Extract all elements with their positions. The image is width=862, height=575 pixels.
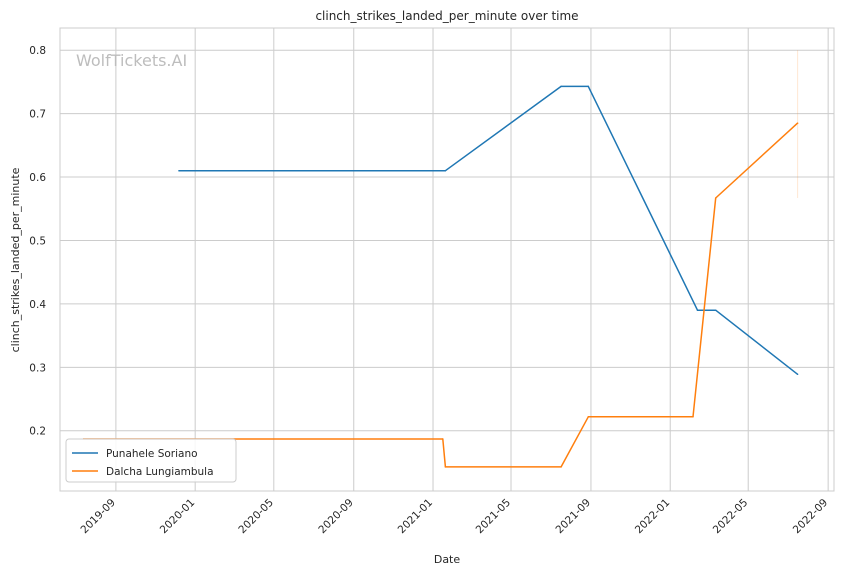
data-point xyxy=(714,309,717,311)
y-tick-label: 0.5 xyxy=(29,235,46,247)
plot-frame xyxy=(59,27,835,492)
y-tick-label: 0.7 xyxy=(29,109,46,121)
data-point xyxy=(178,169,180,172)
watermark-text: WolfTickets.AI xyxy=(76,51,187,70)
y-axis-label: clinch_strikes_landed_per_minute xyxy=(9,167,22,352)
data-point xyxy=(560,466,562,468)
y-tick-label: 0.6 xyxy=(29,172,46,184)
series-line-1 xyxy=(83,122,799,468)
legend-label-dalcha: Dalcha Lungiambula xyxy=(106,466,214,478)
y-tick-label: 0.4 xyxy=(29,299,46,311)
data-point xyxy=(444,169,447,172)
series-layer xyxy=(82,50,799,468)
y-tick-label: 0.2 xyxy=(29,426,46,438)
legend: Punahele Soriano Dalcha Lungiambula xyxy=(65,438,237,483)
legend-label-punahele: Punahele Soriano xyxy=(106,448,198,460)
data-point xyxy=(442,438,444,440)
data-point xyxy=(587,85,590,88)
data-point xyxy=(696,309,699,311)
data-point xyxy=(714,197,717,199)
y-axis-ticks: 0.2 0.3 0.4 0.5 0.6 0.7 0.8 xyxy=(29,45,46,438)
data-point xyxy=(692,416,694,418)
legend-box xyxy=(65,438,237,483)
y-tick-label: 0.3 xyxy=(29,362,46,374)
data-point xyxy=(796,373,799,376)
y-tick-label: 0.8 xyxy=(29,45,46,57)
data-point xyxy=(560,85,562,88)
chart-title: clinch_strikes_landed_per_minute over ti… xyxy=(315,9,578,23)
data-point xyxy=(587,416,590,418)
x-axis-label: Date xyxy=(434,553,461,566)
data-point xyxy=(796,122,799,124)
data-point xyxy=(444,466,447,468)
